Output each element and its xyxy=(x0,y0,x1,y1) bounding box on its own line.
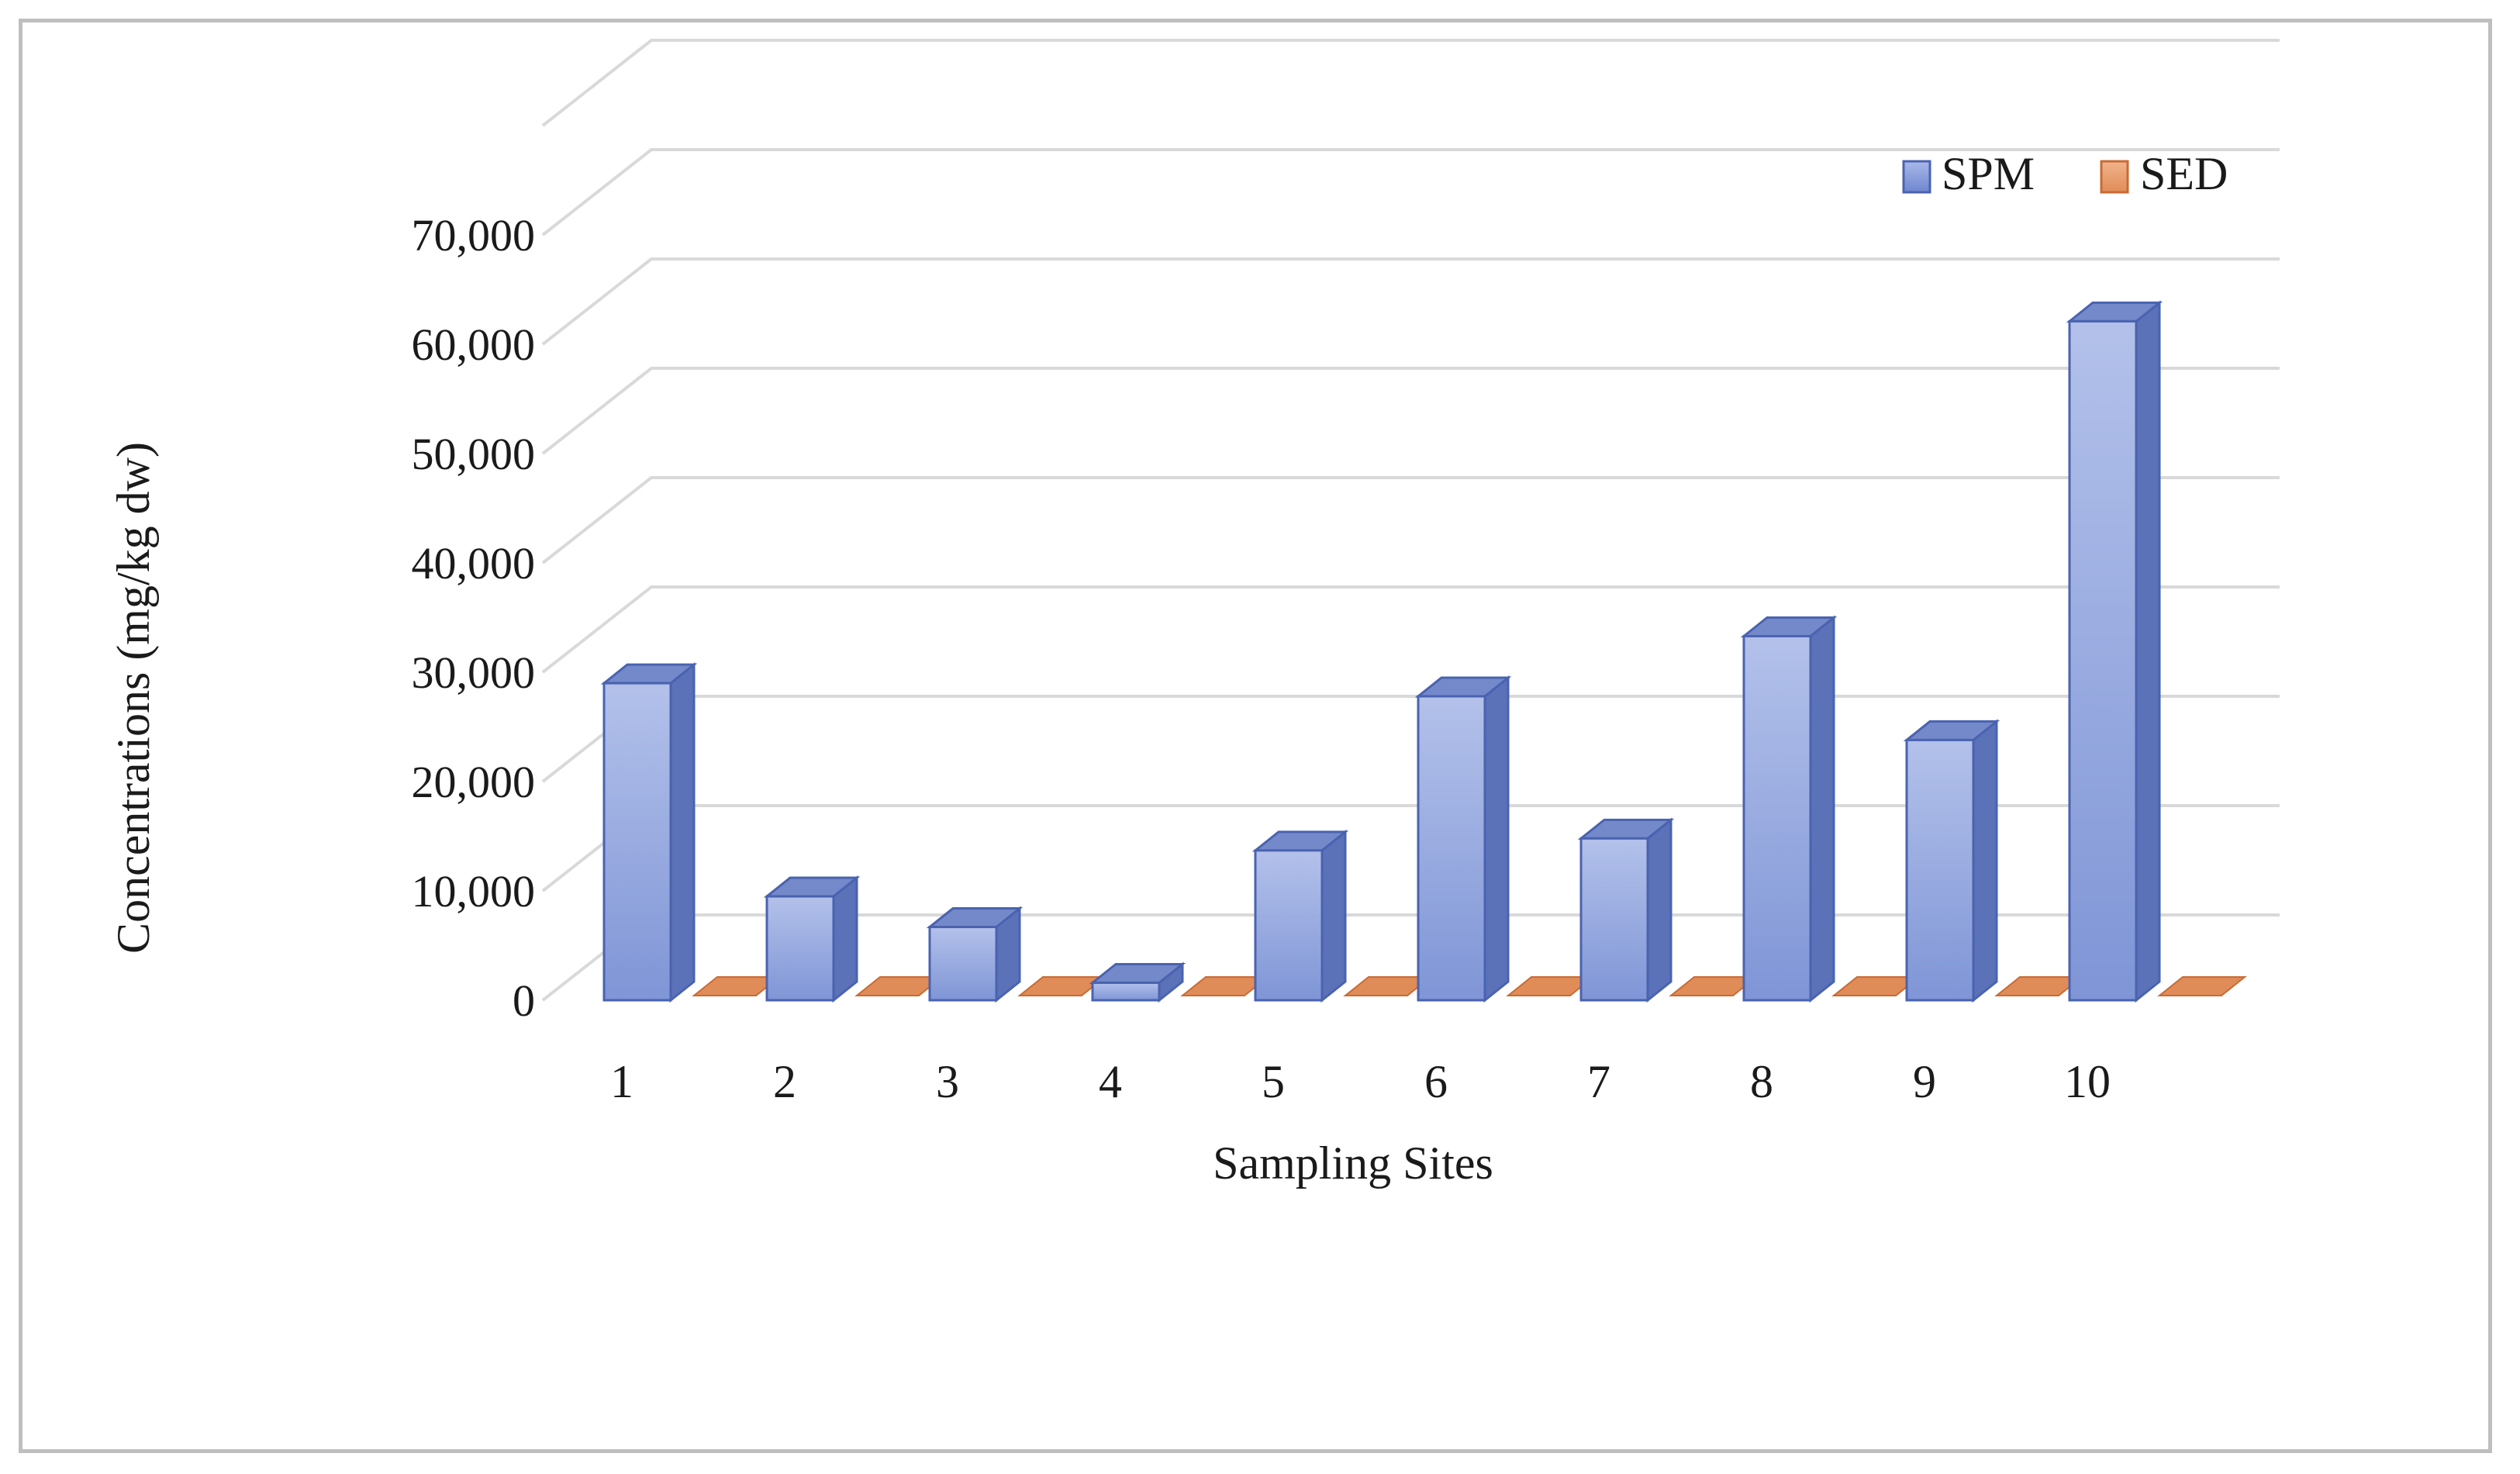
bar-spm-side-2 xyxy=(832,875,858,1003)
gridline xyxy=(541,257,2280,346)
gridline xyxy=(541,695,2280,783)
legend-label-sed: SED xyxy=(2140,148,2228,199)
x-tick-label: 10 xyxy=(2064,1056,2111,1107)
bar-spm-1 xyxy=(602,682,672,1002)
bar-spm-6 xyxy=(1417,695,1486,1002)
y-axis-ticks: 0 10,000 20,000 30,000 40,000 50,000 60,000 70,… xyxy=(412,210,536,1026)
bar-spm-4 xyxy=(1091,981,1161,1002)
grid-layer xyxy=(541,39,2280,1002)
y-tick-label: 20,000 xyxy=(412,757,536,807)
y-tick-label: 70,000 xyxy=(412,210,536,261)
gridline xyxy=(541,148,2280,236)
bar-layer xyxy=(600,300,2247,1003)
legend-swatch-sed xyxy=(2100,160,2129,194)
x-axis-title: Sampling Sites xyxy=(1213,1137,1493,1189)
bar-spm-side-9 xyxy=(1972,719,1998,1003)
gridline xyxy=(541,585,2280,674)
bar-sed-10 xyxy=(2157,976,2247,996)
x-tick-label: 6 xyxy=(1424,1056,1448,1107)
y-tick-label: 60,000 xyxy=(412,319,536,370)
legend: SPM SED xyxy=(1902,148,2228,199)
y-tick-label: 50,000 xyxy=(412,429,536,479)
bar-spm-side-8 xyxy=(1809,615,1835,1003)
bar-spm-side-10 xyxy=(2135,300,2161,1003)
x-tick-label: 7 xyxy=(1587,1056,1610,1107)
y-tick-label: 10,000 xyxy=(412,866,536,917)
x-axis-ticks: 1 2 3 4 5 6 7 8 9 10 xyxy=(610,1056,2111,1107)
x-tick-label: 9 xyxy=(1913,1056,1936,1107)
bar-spm-10 xyxy=(2068,319,2138,1002)
x-tick-label: 3 xyxy=(936,1056,959,1107)
bar-spm-2 xyxy=(765,895,835,1002)
bar-spm-5 xyxy=(1254,849,1324,1002)
x-tick-label: 2 xyxy=(773,1056,796,1107)
bar-spm-3 xyxy=(928,926,998,1002)
bar-spm-7 xyxy=(1579,837,1649,1002)
x-tick-label: 5 xyxy=(1262,1056,1285,1107)
x-tick-label: 8 xyxy=(1750,1056,1773,1107)
bar-spm-8 xyxy=(1742,634,1812,1002)
bar-spm-side-6 xyxy=(1483,675,1510,1003)
gridline xyxy=(541,367,2280,455)
legend-item-sed: SED xyxy=(2100,148,2228,199)
legend-label-spm: SPM xyxy=(1942,148,2035,199)
bar-spm-side-1 xyxy=(669,661,696,1003)
bar-spm-side-5 xyxy=(1320,829,1347,1003)
legend-item-spm: SPM xyxy=(1902,148,2035,199)
gridline xyxy=(541,39,2280,127)
y-tick-label: 40,000 xyxy=(412,538,536,589)
y-tick-label: 30,000 xyxy=(412,647,536,698)
legend-swatch-spm xyxy=(1902,160,1931,194)
y-axis-title: Concentrations (mg/kg dw) xyxy=(108,442,159,954)
y-tick-label: 0 xyxy=(513,975,535,1026)
x-tick-label: 1 xyxy=(610,1056,633,1107)
gridline xyxy=(541,476,2280,564)
bar-spm-9 xyxy=(1905,738,1975,1002)
bar-spm-side-7 xyxy=(1646,817,1673,1003)
x-tick-label: 4 xyxy=(1099,1056,1122,1107)
